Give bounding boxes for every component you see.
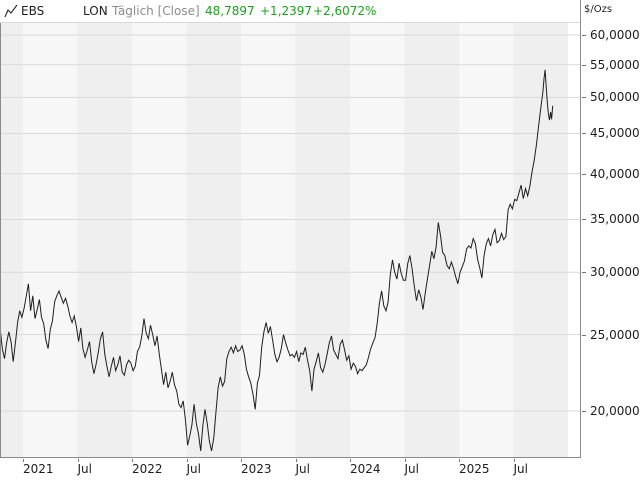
x-tick-label: Jul [186,462,201,476]
x-tick [186,459,188,462]
y-tick [582,219,586,221]
background-band [132,23,187,458]
price-line [0,69,554,452]
x-tick-label: 2025 [459,462,490,476]
x-tick [350,459,351,462]
y-tick-label: 40,0000 [590,166,640,181]
background-band [186,23,241,458]
y-tick-label: 35,0000 [590,212,640,227]
y-tick [582,411,586,412]
background-band [404,23,459,458]
background-band [295,23,350,458]
x-tick-label: 2023 [241,462,272,476]
y-tick-label: 55,0000 [590,57,640,72]
x-tick [404,459,406,462]
last-price: 48,7897 [205,4,255,18]
background-band [0,23,23,458]
price-change: +1,2397 [260,4,313,18]
exchange-label: LON [83,4,108,18]
y-tick-label: 50,0000 [590,90,640,105]
background-band [350,23,405,458]
x-tick-label: 2024 [350,462,381,476]
price-change-percent: +2,6072% [313,4,377,18]
x-tick-label: 2022 [132,462,163,476]
line-chart-icon [4,4,18,18]
timeframe-label: Täglich [Close] [112,4,200,18]
x-tick-label: Jul [513,462,528,476]
y-tick-label: 20,0000 [590,404,640,418]
chart-header: EBS LON Täglich [Close] 48,7897 +1,2397 … [0,0,581,23]
x-tick-label: Jul [77,462,92,476]
plot-area[interactable] [0,23,581,458]
x-tick [459,459,460,462]
y-tick [582,173,586,175]
y-tick [582,334,586,336]
x-tick [23,459,24,462]
y-tick [582,133,586,135]
x-tick [513,459,515,462]
background-band [513,23,568,458]
y-tick-label: 25,0000 [590,327,640,342]
background-band [241,23,296,458]
y-tick-label: 60,0000 [590,28,640,42]
x-tick [241,459,242,462]
background-band [23,23,78,458]
symbol-label: EBS [21,4,45,18]
plot-left-border [0,23,1,458]
y-tick [582,64,586,66]
x-tick [295,459,297,462]
x-tick-label: Jul [295,462,310,476]
price-chart [0,23,581,458]
x-tick [132,459,133,462]
y-tick-label: 30,0000 [590,265,640,280]
x-tick-label: Jul [404,462,419,476]
background-band [77,23,132,458]
y-axis-unit: $/Ozs [584,4,613,15]
x-tick [77,459,79,462]
y-tick [582,35,586,36]
background-band [459,23,514,458]
y-tick [582,272,586,274]
y-tick [582,97,586,99]
y-tick-label: 45,0000 [590,126,640,141]
x-tick-label: 2021 [23,462,54,476]
